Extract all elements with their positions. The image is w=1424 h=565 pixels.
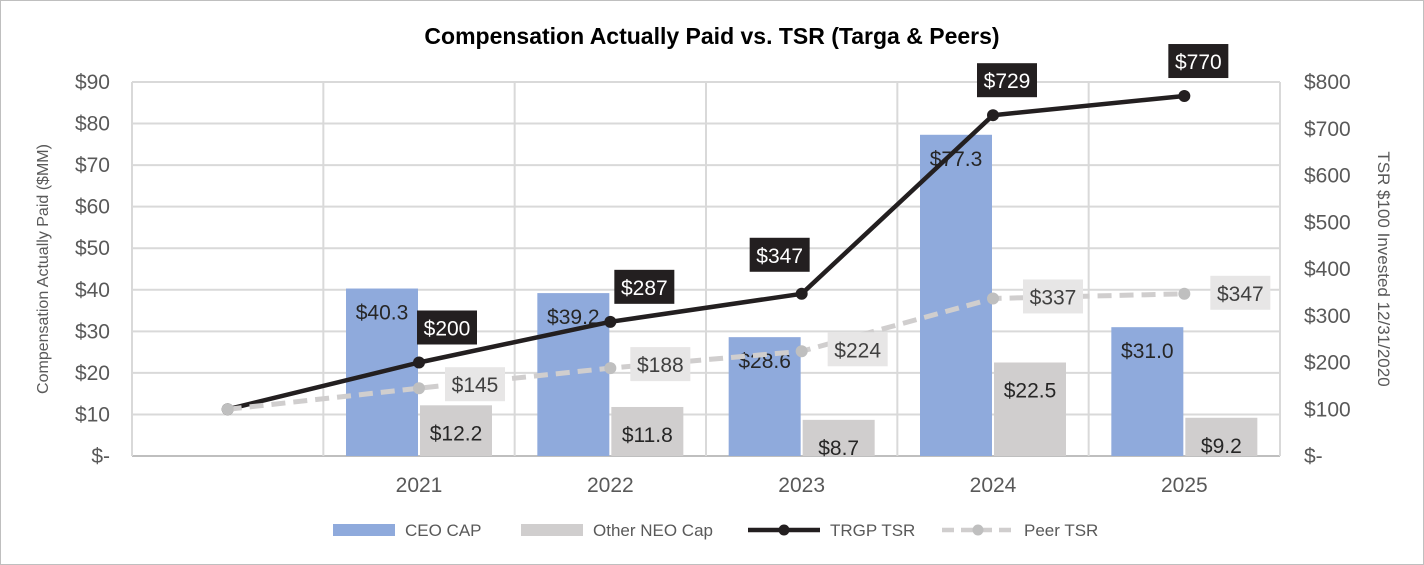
point-peer-tsr	[604, 362, 617, 375]
bar-label-other-neo-cap: $11.8	[622, 424, 673, 447]
chart-title: Compensation Actually Paid vs. TSR (Targ…	[424, 23, 999, 49]
y2-tick-label: $-	[1304, 445, 1323, 468]
label-peer-tsr-box	[630, 347, 691, 382]
x-tick-label: 2022	[587, 474, 634, 497]
label-trgp-tsr: $729	[984, 70, 1031, 93]
y-axis-title: Compensation Actually Paid ($MM)	[35, 144, 52, 394]
legend-ceo-cap-swatch	[333, 524, 395, 536]
bar-label-ceo-cap: $40.3	[356, 302, 409, 325]
label-trgp-tsr: $770	[1175, 51, 1222, 74]
point-peer-tsr	[987, 292, 999, 305]
label-peer-tsr-box	[1210, 275, 1271, 310]
x-tick-label: 2021	[396, 474, 443, 497]
label-peer-tsr: $347	[1217, 283, 1264, 306]
point-trgp-tsr	[1178, 90, 1191, 103]
point-trgp-tsr	[604, 315, 617, 328]
y2-tick-label: $800	[1304, 71, 1351, 94]
y2-tick-label: $600	[1304, 165, 1351, 188]
y-tick-label: $40	[75, 279, 110, 302]
point-peer-tsr	[413, 382, 425, 395]
label-trgp-tsr: $287	[621, 277, 668, 300]
legend-ceo-cap-label: CEO CAP	[405, 521, 482, 540]
y2-tick-label: $700	[1304, 118, 1351, 141]
label-peer-tsr: $145	[452, 374, 499, 397]
point-peer-tsr	[1178, 287, 1191, 300]
label-peer-tsr-box	[445, 367, 505, 402]
legend-trgp-tsr-marker	[778, 524, 790, 536]
bar-other-neo-cap	[611, 406, 684, 456]
label-trgp-tsr: $347	[756, 245, 803, 268]
label-trgp-tsr-box	[1168, 44, 1229, 79]
bar-other-neo-cap	[420, 405, 492, 456]
label-trgp-tsr-box	[417, 310, 477, 345]
y2-tick-label: $100	[1304, 398, 1351, 421]
bar-other-neo-cap	[802, 419, 875, 456]
label-peer-tsr: $224	[834, 339, 881, 362]
y-tick-label: $50	[75, 237, 110, 260]
point-trgp-tsr	[413, 356, 425, 369]
y-tick-label: $60	[75, 196, 110, 219]
label-peer-tsr: $188	[637, 354, 684, 377]
x-tick-label: 2025	[1161, 474, 1208, 497]
y2-tick-label: $400	[1304, 258, 1351, 281]
label-peer-tsr: $337	[1030, 286, 1077, 309]
label-trgp-tsr: $200	[424, 318, 471, 341]
x-tick-label: 2023	[778, 474, 825, 497]
bar-ceo-cap	[920, 134, 992, 456]
legend-peer-tsr-marker	[972, 524, 984, 536]
y-tick-label: $20	[75, 362, 110, 385]
bar-label-other-neo-cap: $9.2	[1201, 435, 1242, 458]
y-tick-label: $70	[75, 154, 110, 177]
bar-label-other-neo-cap: $22.5	[1004, 380, 1057, 403]
label-trgp-tsr-box	[749, 237, 810, 272]
legend-other-neo-cap-label: Other NEO Cap	[593, 521, 713, 540]
y2-axis-title: TSR $100 Invested 12/31/2020	[1374, 151, 1393, 386]
line-peer-tsr	[227, 291, 1185, 412]
point-trgp-tsr	[987, 109, 999, 122]
bar-label-ceo-cap: $39.2	[547, 306, 600, 329]
bar-ceo-cap	[1111, 327, 1184, 456]
y2-tick-label: $500	[1304, 211, 1351, 234]
bar-label-other-neo-cap: $12.2	[430, 422, 483, 445]
y-tick-label: $10	[75, 403, 110, 426]
point-peer-tsr	[795, 345, 808, 358]
x-tick-label: 2024	[970, 474, 1017, 497]
label-trgp-tsr-box	[977, 63, 1037, 98]
y-tick-label: $30	[75, 320, 110, 343]
y2-tick-label: $200	[1304, 352, 1351, 375]
legend-trgp-tsr-label: TRGP TSR	[830, 521, 915, 540]
label-peer-tsr-box	[1023, 279, 1083, 314]
y-tick-label: $90	[75, 71, 110, 94]
legend-peer-tsr-label: Peer TSR	[1024, 521, 1098, 540]
bar-label-other-neo-cap: $8.7	[818, 437, 859, 460]
y2-tick-label: $300	[1304, 305, 1351, 328]
bar-other-neo-cap	[994, 362, 1066, 456]
y-tick-label: $80	[75, 113, 110, 136]
bar-other-neo-cap	[1185, 417, 1258, 456]
bar-ceo-cap	[537, 293, 610, 456]
label-trgp-tsr-box	[614, 269, 675, 304]
line-trgp-tsr	[227, 93, 1185, 412]
y-tick-label: $-	[91, 445, 110, 468]
point-trgp-tsr	[795, 287, 808, 300]
label-peer-tsr-box	[827, 332, 888, 367]
point-peer-tsr	[221, 403, 234, 416]
bar-label-ceo-cap: $31.0	[1121, 340, 1174, 363]
legend-other-neo-cap-swatch	[521, 524, 583, 536]
